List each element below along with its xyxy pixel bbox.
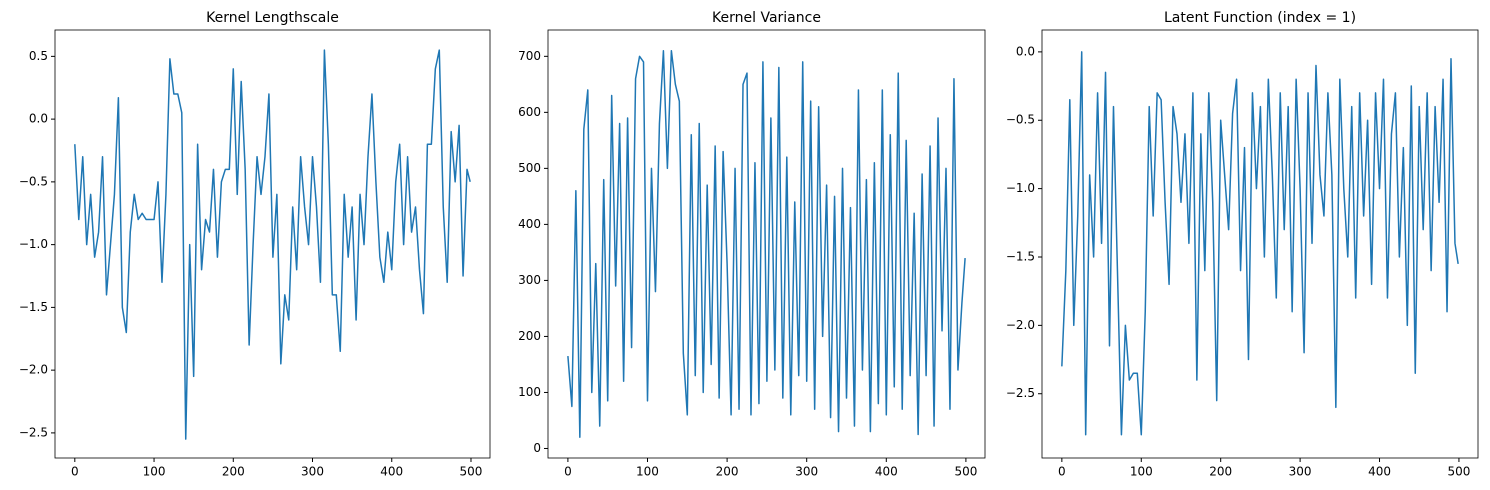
x-tick-label: 500: [1447, 465, 1470, 479]
y-tick-label: 0.0: [1016, 44, 1035, 58]
x-tick-label: 100: [143, 465, 166, 479]
chart-title: Kernel Lengthscale: [206, 10, 339, 26]
y-tick-label: 500: [518, 161, 541, 175]
x-tick-label: 0: [1058, 465, 1066, 479]
chart-title: Latent Function (index = 1): [1164, 10, 1356, 26]
y-tick-label: 100: [518, 385, 541, 399]
x-tick-label: 100: [1130, 465, 1153, 479]
x-tick-label: 300: [301, 465, 324, 479]
y-tick-label: −0.5: [19, 174, 48, 188]
x-tick-label: 200: [716, 465, 739, 479]
x-tick-label: 500: [954, 465, 977, 479]
y-tick-label: 0.0: [29, 112, 48, 126]
y-tick-label: −2.5: [19, 425, 48, 439]
trace-line: [74, 49, 471, 440]
y-tick-label: 400: [518, 217, 541, 231]
y-tick-label: −1.0: [1006, 181, 1035, 195]
axes-frame: [1041, 29, 1479, 459]
x-tick-label: 0: [564, 465, 572, 479]
x-tick-label: 300: [1289, 465, 1312, 479]
x-tick-label: 300: [795, 465, 818, 479]
x-tick-label: 0: [71, 465, 79, 479]
axes-frame: [54, 29, 491, 459]
y-tick-label: −1.5: [1006, 249, 1035, 263]
y-tick-label: −1.0: [19, 237, 48, 251]
y-tick-label: 0: [533, 441, 541, 455]
y-tick-label: 600: [518, 105, 541, 119]
chart-title: Kernel Variance: [712, 10, 821, 26]
x-tick-label: 200: [222, 465, 245, 479]
y-tick-label: 0.5: [29, 49, 48, 63]
x-tick-label: 400: [1368, 465, 1391, 479]
x-tick-label: 400: [380, 465, 403, 479]
y-tick-label: −2.0: [19, 363, 48, 377]
trace-line: [567, 49, 966, 439]
y-tick-label: 200: [518, 329, 541, 343]
x-tick-label: 500: [460, 465, 483, 479]
y-tick-label: 700: [518, 49, 541, 63]
x-tick-label: 400: [875, 465, 898, 479]
y-tick-label: −0.5: [1006, 113, 1035, 127]
x-tick-label: 100: [636, 465, 659, 479]
axes-frame: [547, 29, 986, 459]
trace-line: [1061, 51, 1459, 436]
y-tick-label: −2.5: [1006, 386, 1035, 400]
y-tick-label: −1.5: [19, 300, 48, 314]
x-tick-label: 200: [1209, 465, 1232, 479]
y-tick-label: −2.0: [1006, 318, 1035, 332]
y-tick-label: 300: [518, 273, 541, 287]
